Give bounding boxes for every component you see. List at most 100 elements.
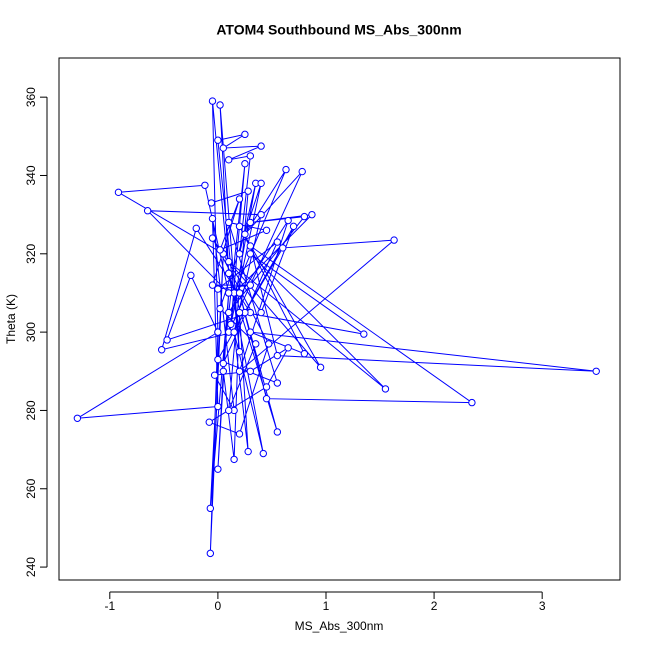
data-point bbox=[219, 367, 228, 375]
data-point bbox=[316, 363, 325, 372]
data-point bbox=[207, 199, 216, 207]
data-point bbox=[235, 347, 244, 356]
y-tick-label: 360 bbox=[24, 87, 38, 107]
x-tick-label: 2 bbox=[431, 599, 438, 613]
data-point bbox=[187, 271, 195, 280]
data-point bbox=[284, 344, 292, 352]
data-point bbox=[214, 328, 222, 336]
data-point bbox=[259, 449, 267, 458]
data-point bbox=[273, 238, 282, 246]
data-point bbox=[214, 355, 222, 364]
data-point bbox=[282, 165, 290, 174]
data-point bbox=[257, 210, 265, 219]
data-point bbox=[381, 385, 390, 393]
data-point bbox=[257, 142, 265, 150]
x-tick-label: 3 bbox=[539, 599, 546, 613]
data-point bbox=[192, 224, 200, 233]
data-point bbox=[246, 328, 255, 336]
data-point bbox=[244, 187, 252, 195]
data-point bbox=[216, 101, 224, 109]
data-point bbox=[241, 130, 249, 139]
data-point bbox=[273, 428, 282, 436]
data-point bbox=[235, 430, 244, 438]
data-point bbox=[262, 394, 271, 403]
y-tick-label: 280 bbox=[24, 400, 38, 420]
y-tick-label: 260 bbox=[24, 478, 38, 498]
data-point bbox=[246, 281, 255, 289]
data-point bbox=[235, 195, 244, 203]
data-point bbox=[273, 379, 282, 387]
data-point bbox=[244, 447, 252, 456]
data-point bbox=[241, 160, 249, 168]
data-point bbox=[360, 330, 368, 338]
data-point bbox=[257, 308, 265, 317]
data-line bbox=[77, 101, 597, 554]
data-point bbox=[592, 367, 600, 375]
data-point bbox=[225, 406, 233, 415]
data-point bbox=[225, 289, 233, 297]
data-point bbox=[235, 308, 244, 317]
data-point bbox=[300, 349, 309, 358]
data-point bbox=[216, 304, 224, 313]
data-point bbox=[298, 167, 306, 176]
data-point bbox=[390, 236, 398, 244]
y-axis-label: Theta (K) bbox=[4, 294, 18, 344]
data-point bbox=[114, 188, 123, 197]
data-point bbox=[214, 465, 222, 473]
data-point bbox=[216, 246, 224, 254]
chart-title: ATOM4 Southbound MS_Abs_300nm bbox=[216, 22, 461, 38]
data-point bbox=[246, 152, 255, 160]
data-point bbox=[264, 340, 273, 348]
data-point bbox=[225, 308, 233, 317]
x-axis-label: MS_Abs_300nm bbox=[295, 619, 384, 633]
data-point bbox=[241, 230, 249, 238]
data-point bbox=[225, 156, 233, 164]
data-point bbox=[206, 504, 215, 513]
x-tick-label: 0 bbox=[215, 599, 222, 613]
data-point bbox=[214, 285, 222, 293]
data-point bbox=[214, 402, 222, 411]
y-tick-label: 320 bbox=[24, 243, 38, 263]
x-tick-label: -1 bbox=[104, 599, 115, 613]
data-point bbox=[262, 383, 271, 391]
data-point bbox=[246, 250, 255, 258]
data-point bbox=[225, 269, 233, 278]
data-point bbox=[225, 218, 233, 227]
data-point bbox=[289, 222, 298, 231]
data-point bbox=[208, 214, 217, 223]
data-point bbox=[284, 216, 292, 225]
data-point bbox=[210, 371, 219, 379]
data-point bbox=[206, 549, 215, 558]
data-point bbox=[219, 144, 228, 152]
y-tick-label: 240 bbox=[24, 557, 38, 577]
data-point bbox=[230, 455, 238, 464]
data-point bbox=[163, 336, 171, 344]
data-point bbox=[208, 97, 217, 105]
x-tick-label: 1 bbox=[323, 599, 330, 613]
data-point bbox=[230, 328, 238, 336]
data-point bbox=[201, 181, 209, 189]
data-point bbox=[468, 398, 476, 407]
data-point bbox=[252, 340, 260, 348]
data-point bbox=[235, 222, 244, 231]
data-point bbox=[279, 244, 287, 252]
data-point bbox=[225, 257, 233, 266]
data-point bbox=[300, 212, 309, 221]
data-point bbox=[235, 367, 244, 375]
data-point bbox=[157, 346, 166, 354]
plot-frame bbox=[58, 57, 621, 581]
data-point bbox=[143, 207, 152, 215]
data-point bbox=[246, 367, 255, 375]
data-point bbox=[273, 351, 282, 360]
data-point bbox=[246, 242, 255, 250]
data-point bbox=[262, 226, 271, 235]
data-point bbox=[208, 234, 217, 242]
data-point bbox=[308, 210, 316, 219]
data-point bbox=[219, 359, 228, 368]
data-point bbox=[208, 281, 217, 289]
y-tick-label: 340 bbox=[24, 165, 38, 185]
data-point bbox=[205, 418, 213, 426]
data-point bbox=[214, 136, 222, 144]
